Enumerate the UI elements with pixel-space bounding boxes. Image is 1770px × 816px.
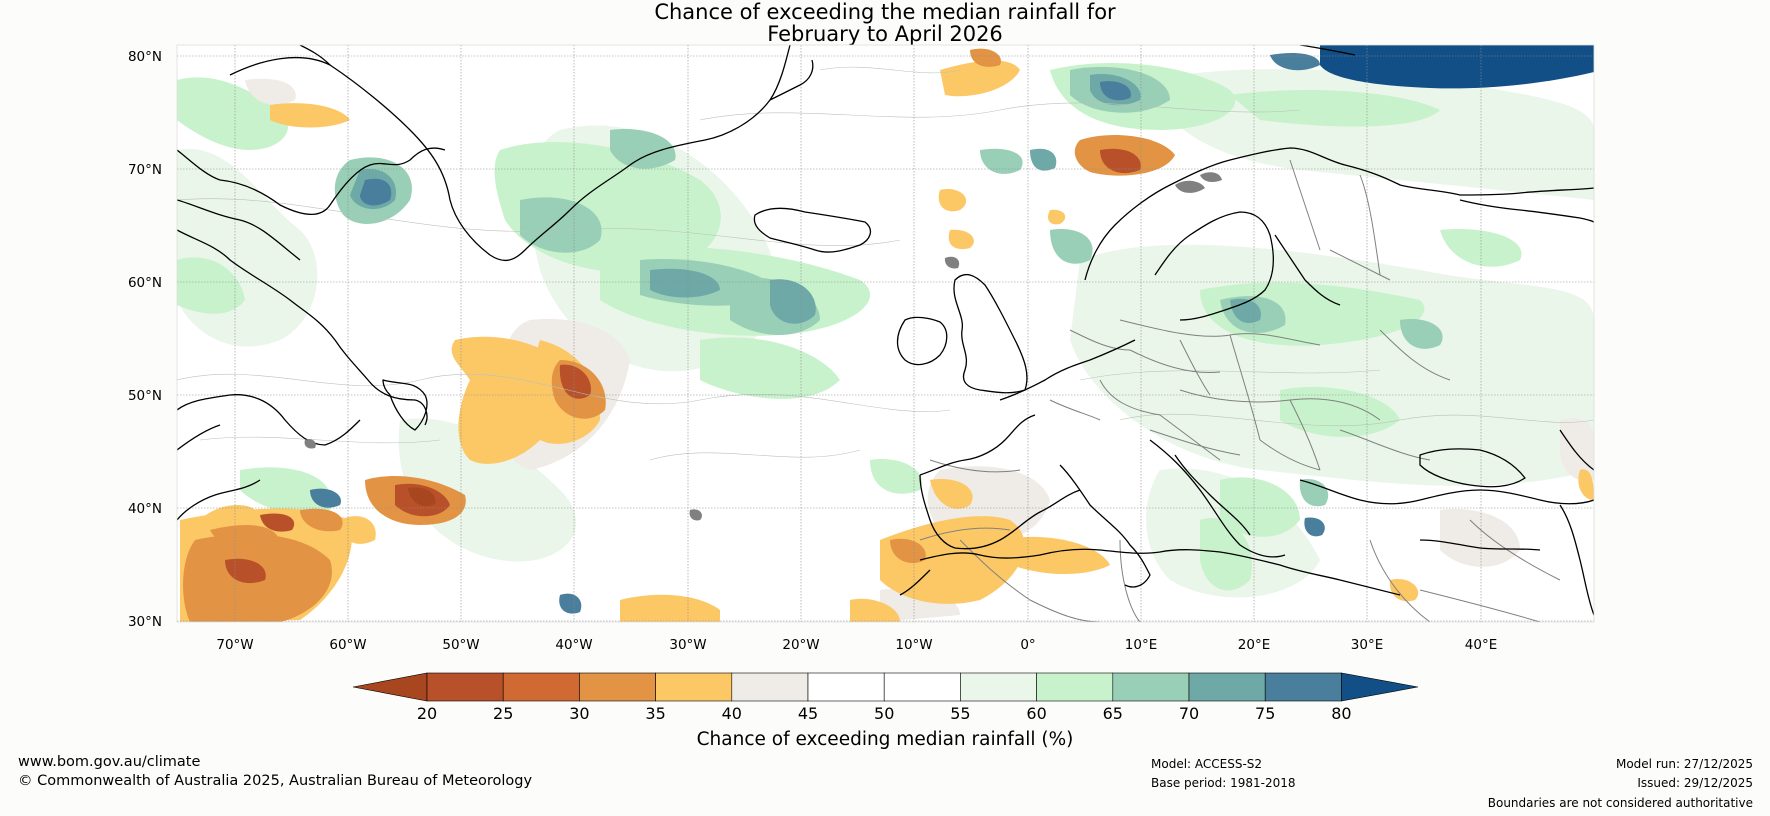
colorbar-segment — [1188, 672, 1266, 702]
rainfall-field — [177, 45, 1594, 622]
colorbar-tick: 75 — [1255, 704, 1275, 723]
colorbar-tick: 60 — [1026, 704, 1046, 723]
lon-label: 20°E — [1238, 637, 1270, 653]
model-run-date: Model run: 27/12/2025 — [1615, 757, 1753, 771]
lat-label: 40°N — [128, 501, 162, 517]
lon-label: 50°W — [442, 637, 479, 653]
colorbar-tick: 40 — [722, 704, 742, 723]
lon-label: 30°W — [669, 637, 706, 653]
colorbar-segment — [1036, 672, 1114, 702]
colorbar-tick: 20 — [417, 704, 437, 723]
colorbar-segment — [426, 672, 504, 702]
gridlines — [177, 45, 1594, 622]
lon-label: 10°W — [895, 637, 932, 653]
colorbar-segment — [502, 672, 580, 702]
model-name: Model: ACCESS-S2 — [1151, 757, 1263, 771]
lon-label: 20°W — [782, 637, 819, 653]
lon-label: 0° — [1020, 637, 1035, 653]
colorbar-tick: 65 — [1103, 704, 1123, 723]
copyright-notice: © Commonwealth of Australia 2025, Austra… — [18, 773, 533, 789]
colorbar-tick: 30 — [569, 704, 589, 723]
colorbar-segment — [1112, 672, 1190, 702]
issued-date: Issued: 29/12/2025 — [1637, 776, 1753, 790]
colorbar-segment — [731, 672, 809, 702]
lon-label: 70°W — [216, 637, 253, 653]
lon-label: 60°W — [329, 637, 366, 653]
colorbar-tick: 70 — [1179, 704, 1199, 723]
chart-title-line-1: Chance of exceeding the median rainfall … — [654, 0, 1116, 24]
disclaimer: Boundaries are not considered authoritat… — [1487, 796, 1753, 810]
lat-label: 80°N — [128, 49, 162, 65]
colorbar-segment — [1264, 672, 1342, 702]
coastlines — [177, 45, 1594, 616]
lat-label: 60°N — [128, 275, 162, 291]
lat-label: 70°N — [128, 162, 162, 178]
colorbar-tick: 25 — [493, 704, 513, 723]
colorbar-tick: 45 — [798, 704, 818, 723]
colorbar-extend-high — [1341, 672, 1419, 702]
lon-label: 40°W — [555, 637, 592, 653]
colorbar-tick: 55 — [950, 704, 970, 723]
colorbar-tick: 35 — [645, 704, 665, 723]
lat-label: 50°N — [128, 388, 162, 404]
colorbar: 20 25 30 35 40 45 50 55 60 65 70 75 80 — [352, 672, 1419, 723]
base-period: Base period: 1981-2018 — [1151, 776, 1296, 790]
colorbar-tick: 50 — [874, 704, 894, 723]
lat-label: 30°N — [128, 614, 162, 630]
colorbar-extend-low — [352, 672, 428, 702]
colorbar-segment — [579, 672, 656, 702]
lon-label: 40°E — [1465, 637, 1497, 653]
colorbar-segment — [883, 672, 961, 702]
colorbar-tick: 80 — [1331, 704, 1351, 723]
colorbar-segment — [807, 672, 885, 702]
colorbar-segment — [960, 672, 1037, 702]
country-borders — [919, 159, 1561, 622]
lon-label: 10°E — [1125, 637, 1157, 653]
colorbar-segment — [655, 672, 733, 702]
colorbar-label: Chance of exceeding median rainfall (%) — [697, 729, 1074, 750]
lon-label: 30°E — [1351, 637, 1383, 653]
website-link[interactable]: www.bom.gov.au/climate — [18, 754, 201, 770]
chart-title-line-2: February to April 2026 — [767, 22, 1003, 46]
